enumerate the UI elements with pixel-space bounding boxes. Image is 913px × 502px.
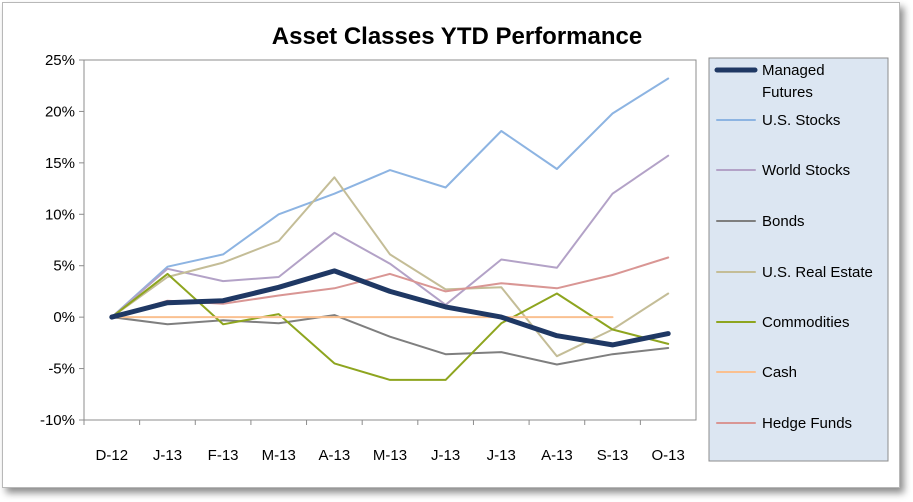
- x-axis: D-12 J-13 F-13 M-13 A-13 M-13 J-13 J-13 A-13 S-13…: [83, 420, 685, 464]
- y-tick-label: -10%: [40, 412, 75, 429]
- x-tick-label: A-13: [541, 447, 573, 464]
- legend-label-cash: Cash: [762, 364, 797, 381]
- x-tick-label: J-13: [431, 447, 460, 464]
- y-tick-label: 25%: [45, 52, 75, 69]
- x-tick-label: M-13: [262, 447, 296, 464]
- legend-label-hedge-funds: Hedge Funds: [762, 415, 852, 432]
- legend-label-bonds: Bonds: [762, 213, 805, 230]
- y-tick-label: 20%: [45, 103, 75, 120]
- x-tick-label: A-13: [319, 447, 351, 464]
- series-line-u-s-real-estate: [110, 176, 670, 358]
- legend-label-u-s-real-estate: U.S. Real Estate: [762, 264, 873, 281]
- y-tick-label: 10%: [45, 206, 75, 223]
- chart-title: Asset Classes YTD Performance: [272, 23, 642, 50]
- x-tick-label: S-13: [597, 447, 629, 464]
- series-line-commodities: [110, 272, 670, 381]
- legend-box: [708, 57, 889, 462]
- x-tick-label: J-13: [487, 447, 516, 464]
- series-line-bonds: [110, 314, 670, 366]
- x-tick-label: D-12: [96, 447, 129, 464]
- x-tick-label: J-13: [153, 447, 182, 464]
- y-tick-label: 0%: [53, 309, 75, 326]
- x-tick-label: M-13: [373, 447, 407, 464]
- y-tick-label: 15%: [45, 155, 75, 172]
- x-tick-label: F-13: [208, 447, 239, 464]
- legend: Managed Futures U.S. Stocks World Stocks Bon…: [714, 62, 873, 432]
- y-axis: 25% 20% 15% 10% 5% 0% -5% -10%: [40, 52, 84, 429]
- plot-area: [83, 59, 697, 421]
- y-tick-label: -5%: [48, 361, 75, 378]
- series-lines: [109, 77, 671, 381]
- legend-label-managed-futures: Managed Futures: [762, 62, 825, 101]
- legend-label-u-s-stocks: U.S. Stocks: [762, 112, 840, 129]
- legend-label-world-stocks: World Stocks: [762, 162, 850, 179]
- legend-label-commodities: Commodities: [762, 314, 850, 331]
- series-line-managed-futures: [109, 268, 671, 348]
- series-line-u-s-stocks: [110, 77, 670, 319]
- y-tick-label: 5%: [53, 258, 75, 275]
- series-line-world-stocks: [110, 154, 670, 319]
- x-tick-label: O-13: [652, 447, 685, 464]
